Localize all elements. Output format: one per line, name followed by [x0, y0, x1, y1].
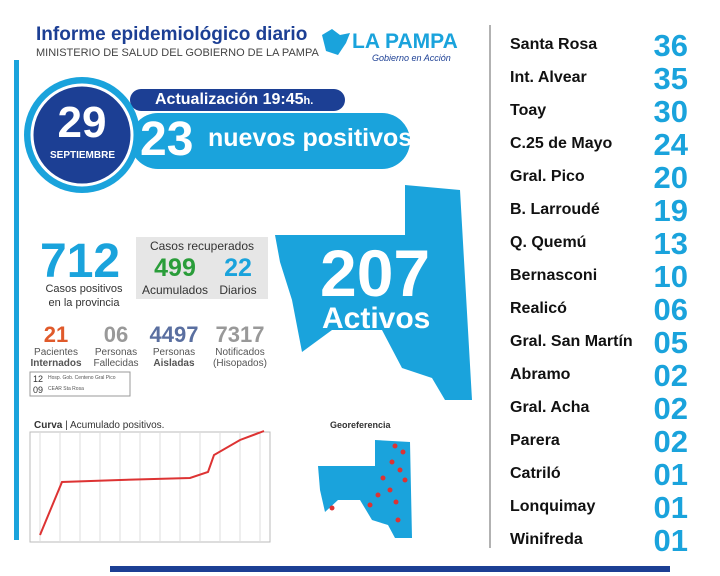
locality-count: 01	[653, 523, 688, 558]
stat-line2: Aisladas	[153, 358, 195, 369]
curve-subtitle: Acumulado positivos.	[69, 420, 165, 431]
locality-count: 24	[653, 127, 688, 162]
locality-count: 19	[653, 193, 688, 228]
curve-heading: Curva | Acumulado positivos.	[34, 420, 165, 431]
recovered-box	[136, 237, 268, 299]
recovered-daily: 22	[224, 254, 252, 282]
locality-count: 01	[653, 457, 688, 492]
locality-name: Realicó	[510, 300, 567, 317]
subtitle: MINISTERIO DE SALUD DEL GOBIERNO DE LA P…	[36, 47, 319, 59]
locality-count: 06	[653, 292, 688, 327]
locality-name: Catriló	[510, 465, 561, 482]
locality-count: 30	[653, 94, 688, 129]
active-label: Activos	[322, 302, 431, 335]
left-stripe	[14, 60, 19, 540]
logo-icon	[322, 29, 350, 55]
locality-name: Lonquimay	[510, 498, 596, 515]
locality-count: 02	[653, 391, 688, 426]
notes-box	[29, 371, 131, 397]
positives-label-2: en la provincia	[48, 297, 120, 309]
locality-count: 36	[653, 28, 688, 63]
curve-chart	[29, 430, 271, 543]
locality-name: Parera	[510, 432, 560, 449]
locality-name: Abramo	[510, 366, 571, 383]
geo-map	[318, 440, 412, 538]
stat-line2: Internados	[30, 358, 82, 369]
stat-line1: Personas	[94, 347, 138, 358]
geo-title: Georeferencia	[330, 420, 391, 430]
locality-name: Int. Alvear	[510, 69, 587, 86]
locality-count: 02	[653, 358, 688, 393]
new-pill	[130, 113, 410, 169]
recovered-accumulated: 499	[154, 254, 196, 282]
locality-name: C.25 de Mayo	[510, 135, 613, 152]
logo-tagline: Gobierno en Acción	[372, 53, 451, 63]
new-number: 23	[140, 113, 194, 166]
title: Informe epidemiológico diario	[36, 24, 308, 45]
date-circle	[30, 83, 134, 187]
province-map	[275, 185, 472, 400]
locality-name: Toay	[510, 102, 547, 119]
locality-name: B. Larroudé	[510, 201, 600, 218]
note-place: Hosp. Gob. Centeno Gral Pico	[48, 375, 116, 381]
update-pill	[130, 89, 345, 111]
locality-name: Gral. Acha	[510, 399, 590, 416]
recovered-title: Casos recuperados	[149, 239, 255, 253]
locality-name: Q. Quemú	[510, 234, 587, 251]
locality-name: Santa Rosa	[510, 36, 598, 53]
update-time: Actualización 19:45	[155, 91, 304, 108]
date-day: 29	[57, 98, 107, 147]
stat-line1: Notificados	[215, 347, 265, 358]
locality-name: Bernasconi	[510, 267, 598, 284]
positives-number: 712	[40, 235, 121, 288]
locality-count: 05	[653, 325, 688, 360]
stat-line2: Fallecidas	[93, 358, 139, 369]
stat-value: 4497	[149, 322, 199, 347]
locality-name: Gral. San Martín	[510, 333, 633, 350]
new-label: nuevos positivos	[208, 124, 413, 152]
locality-count: 10	[653, 259, 688, 294]
date-month: SEPTIEMBRE	[49, 150, 115, 161]
note-count: 09	[33, 385, 44, 395]
curve-title: Curva	[34, 420, 63, 431]
recovered-accumulated-label: Acumulados	[141, 283, 209, 297]
stat-value: 06	[103, 322, 129, 347]
locality-name: Gral. Pico	[510, 168, 585, 185]
stat-value: 21	[43, 322, 69, 347]
bottom-stripe	[110, 566, 670, 572]
locality-count: 35	[653, 61, 688, 96]
stat-value: 7317	[215, 322, 265, 347]
locality-count: 20	[653, 160, 688, 195]
active-number: 207	[320, 236, 431, 310]
locality-name: Winifreda	[510, 531, 583, 548]
update-label: Actualización 19:45h.	[155, 91, 313, 109]
stat-line1: Personas	[152, 347, 196, 358]
positives-label-1: Casos positivos	[45, 283, 123, 295]
logo-text: LA PAMPA	[352, 30, 458, 53]
update-unit: h.	[303, 95, 314, 107]
note-place: CEAR Sta Rosa	[48, 386, 84, 392]
stat-line2: (Hisopados)	[213, 358, 267, 369]
locality-count: 01	[653, 490, 688, 525]
locality-count: 02	[653, 424, 688, 459]
recovered-daily-label: Diarios	[219, 283, 257, 297]
locality-count: 13	[653, 226, 688, 261]
stat-line1: Pacientes	[34, 347, 78, 358]
note-count: 12	[33, 374, 44, 384]
